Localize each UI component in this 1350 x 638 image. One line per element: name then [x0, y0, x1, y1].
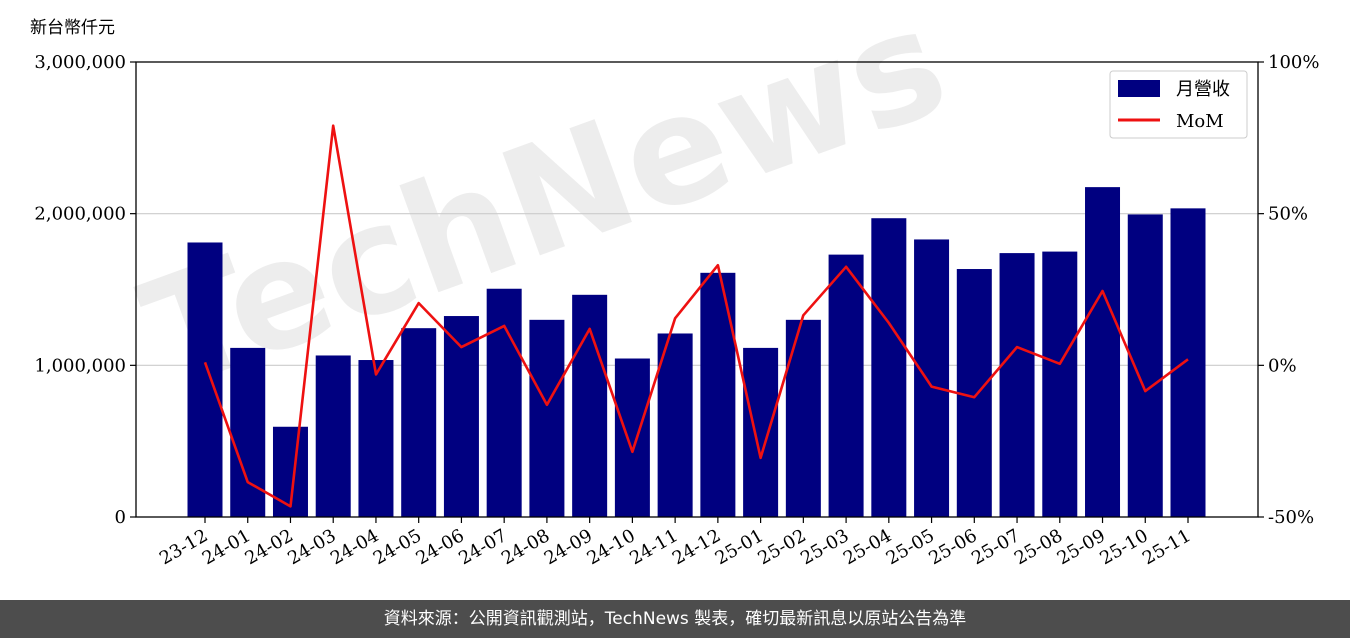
left-tick-label: 1,000,000: [34, 355, 126, 376]
revenue-chart: TechNews 新台幣仟元 01,000,0002,000,0003,000,…: [30, 0, 1319, 569]
revenue-bar: [871, 218, 907, 517]
x-tick-label: 24-01: [199, 525, 254, 569]
revenue-bar: [657, 333, 693, 517]
x-tick-label: 25-06: [925, 525, 980, 569]
revenue-bar: [828, 254, 864, 517]
x-tick-label: 24-06: [412, 525, 467, 569]
mom-line: [203, 124, 1189, 508]
revenue-bar: [486, 288, 522, 517]
legend-label-mom: MoM: [1176, 111, 1224, 132]
revenue-bar: [529, 319, 565, 517]
revenue-bar: [230, 347, 266, 517]
x-tick-label: 24-09: [541, 525, 596, 569]
revenue-bar: [1170, 208, 1206, 517]
x-tick-label: 24-02: [242, 525, 297, 569]
revenue-bar: [1085, 187, 1121, 517]
x-tick-label: 25-02: [754, 525, 809, 569]
x-tick-label: 25-01: [712, 525, 767, 569]
right-tick-label: -50%: [1268, 507, 1314, 528]
x-tick-label: 25-11: [1139, 525, 1194, 569]
x-tick-label: 24-07: [455, 525, 510, 569]
revenue-bar: [743, 347, 779, 517]
revenue-bar: [614, 358, 650, 517]
revenue-bar: [999, 253, 1035, 517]
left-axis: 0 1,000,000 2,000,000 3,000,000: [34, 52, 136, 528]
x-tick-label: 25-10: [1096, 525, 1151, 569]
left-tick-label: 3,000,000: [34, 52, 126, 73]
x-tick-label: 25-05: [883, 525, 938, 569]
right-tick-label: 0%: [1268, 355, 1297, 376]
source-footer: 資料來源：公開資訊觀測站，TechNews 製表，確切最新訊息以原站公告為準: [0, 600, 1350, 638]
legend-swatch-revenue: [1118, 80, 1160, 97]
legend-label-revenue: 月營收: [1176, 79, 1230, 100]
revenue-bar: [443, 316, 479, 517]
revenue-bar: [1042, 251, 1078, 518]
x-tick-label: 24-10: [583, 525, 638, 569]
revenue-bar: [700, 272, 736, 517]
x-axis: 23-1224-0124-0224-0324-0424-0524-0624-07…: [156, 517, 1195, 569]
revenue-bar: [785, 319, 821, 517]
left-tick-label: 0: [115, 507, 126, 528]
revenue-bar: [1127, 214, 1163, 518]
left-axis-unit-label: 新台幣仟元: [30, 18, 115, 38]
x-tick-label: 24-12: [669, 525, 724, 569]
right-tick-label: 50%: [1268, 204, 1308, 225]
legend: 月營收 MoM: [1109, 70, 1248, 139]
x-tick-label: 24-03: [284, 525, 339, 569]
x-tick-label: 24-04: [327, 525, 382, 569]
right-tick-label: 100%: [1268, 52, 1319, 73]
right-axis: -50% 0% 50% 100%: [1258, 52, 1319, 528]
x-tick-label: 24-08: [498, 525, 553, 569]
bar-series: [187, 187, 1206, 518]
x-tick-label: 25-07: [968, 525, 1023, 569]
revenue-bar: [401, 328, 437, 517]
revenue-bar: [358, 360, 394, 517]
revenue-bar: [914, 239, 950, 517]
mom-line-series: [203, 124, 1189, 508]
left-tick-label: 2,000,000: [34, 204, 126, 225]
revenue-bar: [187, 242, 223, 517]
x-tick-label: 25-03: [797, 525, 852, 569]
x-tick-label: 25-04: [840, 525, 895, 569]
x-tick-label: 25-09: [1054, 525, 1109, 569]
x-tick-label: 23-12: [156, 525, 211, 569]
x-tick-label: 25-08: [1011, 525, 1066, 569]
x-tick-label: 24-11: [626, 525, 681, 569]
plot-frame: [135, 61, 1259, 518]
x-tick-label: 24-05: [370, 525, 425, 569]
revenue-bar: [315, 355, 351, 517]
